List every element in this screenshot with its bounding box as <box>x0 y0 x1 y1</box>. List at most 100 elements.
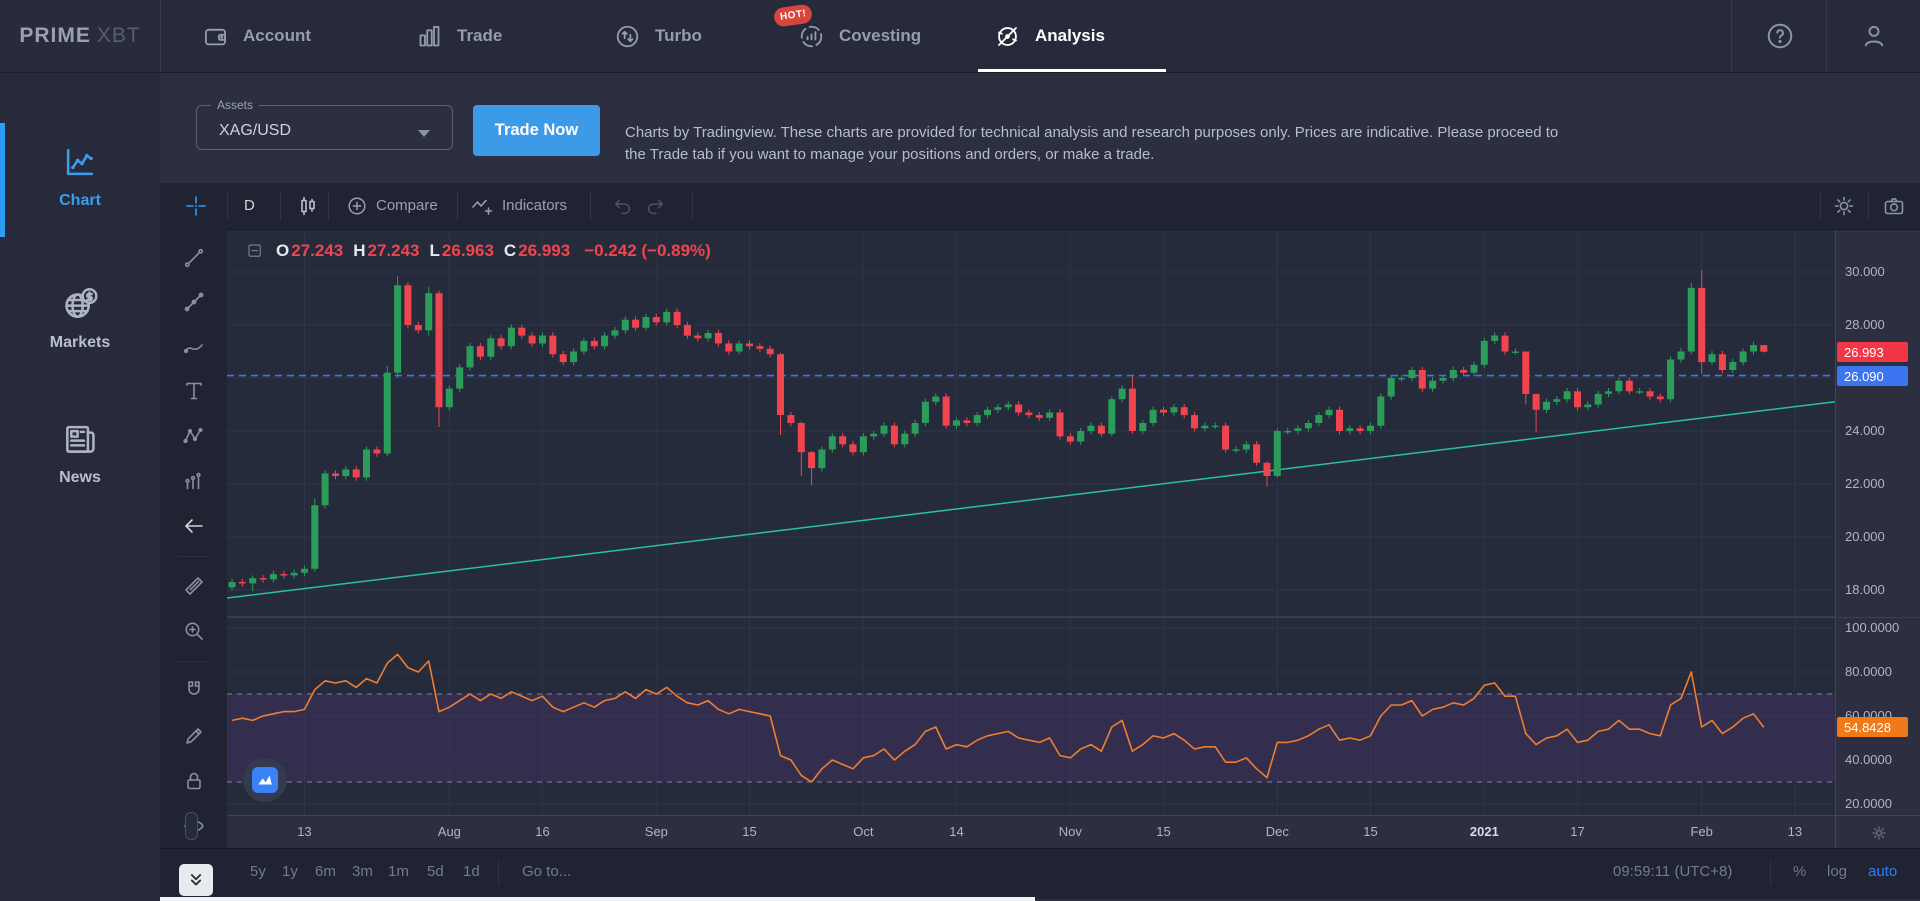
nav-item-turbo[interactable]: Turbo <box>598 0 744 72</box>
profile-button[interactable] <box>1826 0 1920 72</box>
auto-scale-button[interactable]: auto <box>1868 863 1898 880</box>
nav-item-account[interactable]: Account <box>186 0 352 72</box>
range-6m-button[interactable]: 6m <box>315 863 336 880</box>
nav-item-covesting[interactable]: HOT! Covesting <box>772 0 963 72</box>
time-tick-label: 2021 <box>1469 824 1499 839</box>
percent-scale-button[interactable]: % <box>1793 863 1807 880</box>
axis-settings-corner[interactable] <box>1835 815 1920 849</box>
log-scale-button[interactable]: log <box>1827 863 1848 880</box>
bar-chart-icon <box>419 25 440 46</box>
chart-style-button[interactable] <box>296 183 320 228</box>
primexbt-logo[interactable]: PRIME XBT <box>0 0 161 72</box>
tradingview-logo[interactable] <box>243 758 287 802</box>
pattern-tool-icon[interactable] <box>182 424 206 448</box>
top-nav: PRIME XBT Account Trade Turbo HOT! <box>0 0 1920 73</box>
nav-item-label: Trade <box>457 26 503 45</box>
ruler-tool-icon[interactable] <box>182 574 206 598</box>
last-price-badge: 26.993 <box>1837 342 1908 362</box>
price-axis[interactable]: 26.993 26.090 54.8428 30.000 28.000 24.000… <box>1835 228 1920 815</box>
zoom-in-tool-icon[interactable] <box>182 619 206 643</box>
collapse-toolbar-button[interactable] <box>179 864 213 896</box>
logo-xbt-text: XBT <box>96 24 141 47</box>
sidebar-item-chart[interactable]: Chart <box>0 143 160 210</box>
time-axis[interactable]: 13 Aug 16 Sep 15 Oct 14 Nov 15 Dec 15 2021 17 Feb 13 <box>227 815 1835 849</box>
range-1d-button[interactable]: 1d <box>463 863 480 880</box>
circle-plus-icon <box>348 196 366 215</box>
toolbar-divider <box>227 191 228 221</box>
line-chart-icon <box>66 148 94 176</box>
range-3m-button[interactable]: 3m <box>352 863 373 880</box>
price-tick-label: 18.000 <box>1845 582 1885 597</box>
range-1y-button[interactable]: 1y <box>282 863 298 880</box>
newspaper-icon <box>66 425 95 453</box>
time-tick-label: Feb <box>1690 824 1713 839</box>
brush-tool-icon[interactable] <box>182 336 206 360</box>
nav-item-label: Turbo <box>655 26 702 45</box>
text-tool-icon[interactable] <box>182 379 206 403</box>
goto-button[interactable]: Go to... <box>522 863 572 880</box>
indicators-icon <box>472 199 493 215</box>
clock-label[interactable]: 09:59:11 (UTC+8) <box>1613 863 1733 880</box>
legend-high-label: H <box>353 241 366 260</box>
indicators-button[interactable]: Indicators <box>470 183 567 228</box>
help-button[interactable] <box>1731 0 1827 72</box>
range-1m-button[interactable]: 1m <box>388 863 409 880</box>
gear-icon <box>1834 196 1854 215</box>
nav-item-label: Account <box>243 26 311 45</box>
forecast-tool-icon[interactable] <box>182 469 206 493</box>
redo-button[interactable] <box>644 183 666 228</box>
candlestick-chart[interactable] <box>227 228 1835 815</box>
toolbar-scroll-handle[interactable] <box>185 812 198 840</box>
nav-item-analysis[interactable]: Analysis <box>978 0 1182 72</box>
time-tick-label: 13 <box>1787 824 1803 839</box>
undo-button[interactable] <box>612 183 634 228</box>
arrow-left-icon[interactable] <box>182 514 206 538</box>
legend-open-label: O <box>276 241 290 260</box>
user-icon <box>1864 25 1884 47</box>
chevron-down-icon <box>418 130 430 137</box>
chart-toolbar: D Compare Indicators <box>160 183 1920 230</box>
globe-dollar-icon <box>65 288 98 318</box>
legend-high-value: 27.243 <box>367 241 420 260</box>
range-5y-button[interactable]: 5y <box>250 863 266 880</box>
active-tab-underline <box>978 69 1166 72</box>
toolbar-divider <box>1820 191 1821 221</box>
toolbar-divider <box>457 191 458 221</box>
disclaimer-text: Charts by Tradingview. These charts are … <box>625 124 1559 163</box>
sidebar-item-label: News <box>59 469 101 486</box>
edit-tool-icon[interactable] <box>182 724 206 748</box>
assets-select[interactable]: Assets XAG/USD <box>196 98 453 150</box>
pane-separator[interactable] <box>227 617 1920 618</box>
lock-tool-icon[interactable] <box>182 769 206 793</box>
time-tick-label: Aug <box>437 824 461 839</box>
nav-item-trade[interactable]: Trade <box>400 0 541 72</box>
assets-label: Assets <box>217 98 254 112</box>
legend-change: −0.242 (−0.89%) <box>584 241 711 260</box>
time-tick-label: 16 <box>535 824 550 839</box>
trade-now-button[interactable]: Trade Now <box>473 105 600 156</box>
compare-button[interactable]: Compare <box>346 183 438 228</box>
rsi-tick-label: 40.0000 <box>1845 752 1892 767</box>
iframe-bottom-strip <box>160 897 1035 901</box>
rsi-value-badge: 54.8428 <box>1837 717 1908 737</box>
sidebar-item-markets[interactable]: Markets <box>0 285 160 352</box>
magnet-tool-icon[interactable] <box>182 678 206 702</box>
help-icon <box>1767 23 1792 49</box>
interval-button[interactable]: D <box>244 197 255 214</box>
trend-line-tool-icon[interactable] <box>182 246 206 270</box>
time-tick-label: 13 <box>297 824 312 839</box>
collapse-legend-icon[interactable] <box>246 242 264 260</box>
toolbar-divider <box>1770 861 1771 885</box>
camera-icon <box>1884 197 1904 214</box>
legend-low-label: L <box>429 241 440 260</box>
sidebar-item-news[interactable]: News <box>0 420 160 487</box>
assets-value: XAG/USD <box>219 122 292 139</box>
chart-settings-button[interactable] <box>1832 183 1856 228</box>
time-tick-label: Oct <box>853 824 874 839</box>
pitchfork-tool-icon[interactable] <box>182 290 206 314</box>
crosshair-icon[interactable] <box>184 194 208 218</box>
mountain-chart-icon <box>258 775 272 785</box>
range-5d-button[interactable]: 5d <box>427 863 444 880</box>
snapshot-button[interactable] <box>1882 183 1906 228</box>
